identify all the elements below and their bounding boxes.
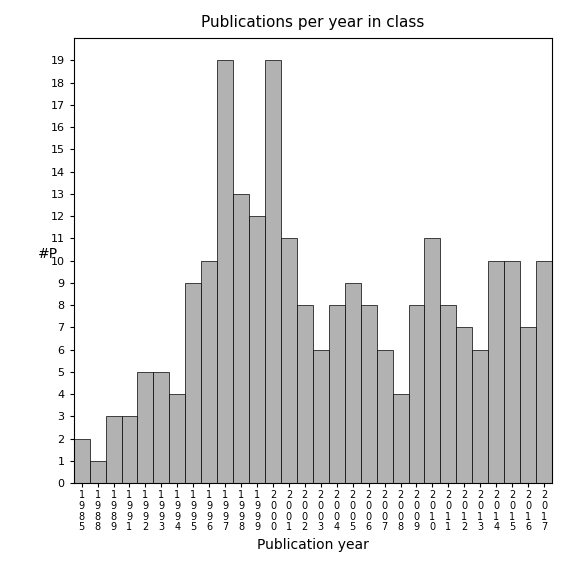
Bar [74, 439, 90, 483]
Bar [90, 461, 105, 483]
Bar [185, 283, 201, 483]
Title: Publications per year in class: Publications per year in class [201, 15, 425, 30]
Bar [249, 216, 265, 483]
X-axis label: Publication year: Publication year [257, 538, 369, 552]
Bar [297, 305, 313, 483]
Bar [536, 261, 552, 483]
Bar [154, 372, 170, 483]
Bar [504, 261, 520, 483]
Bar [456, 327, 472, 483]
Bar [265, 60, 281, 483]
Bar [137, 372, 154, 483]
Bar [520, 327, 536, 483]
Bar [345, 283, 361, 483]
Bar [233, 194, 249, 483]
Bar [425, 238, 441, 483]
Y-axis label: #P: #P [37, 247, 58, 261]
Bar [281, 238, 297, 483]
Bar [361, 305, 376, 483]
Bar [313, 350, 329, 483]
Bar [121, 416, 137, 483]
Bar [201, 261, 217, 483]
Bar [488, 261, 504, 483]
Bar [376, 350, 392, 483]
Bar [441, 305, 456, 483]
Bar [105, 416, 121, 483]
Bar [329, 305, 345, 483]
Bar [392, 394, 408, 483]
Bar [472, 350, 488, 483]
Bar [217, 60, 233, 483]
Bar [170, 394, 185, 483]
Bar [408, 305, 425, 483]
